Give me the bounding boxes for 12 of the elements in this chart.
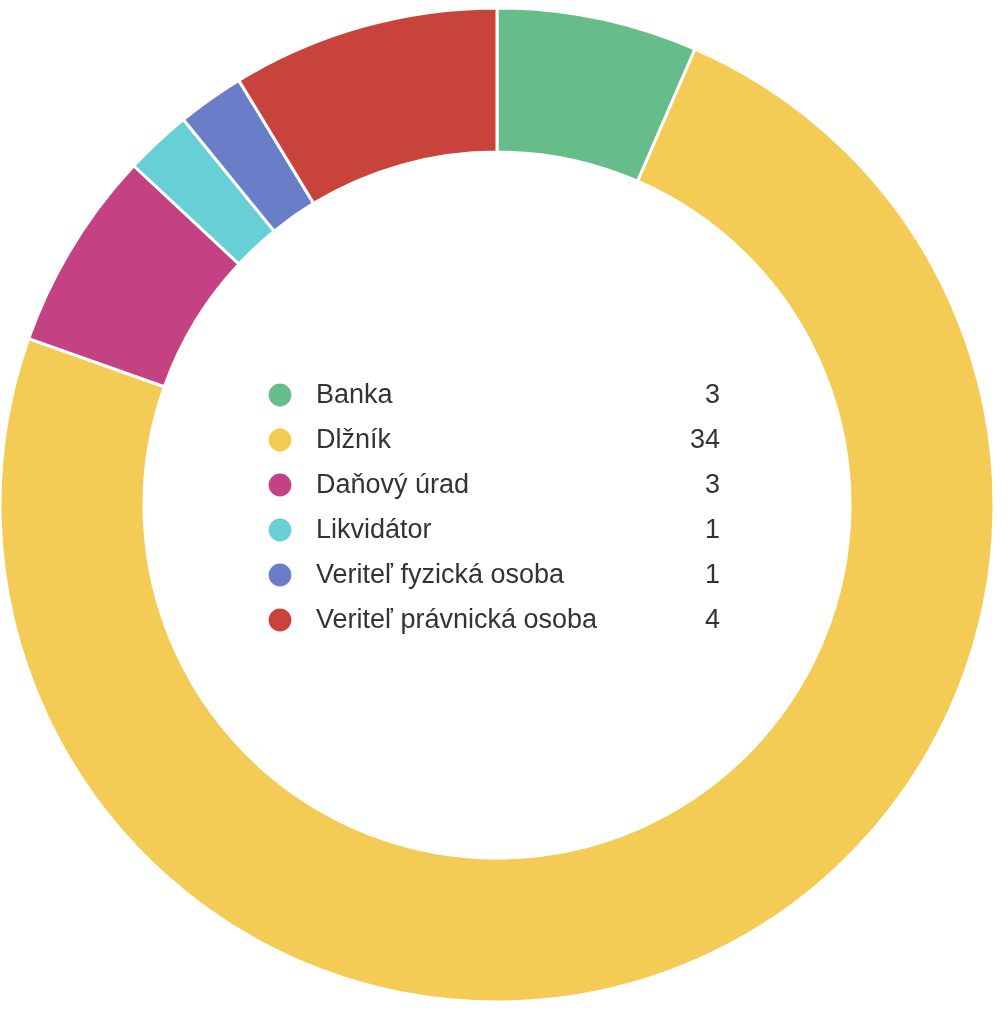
data-label: 1 — [704, 514, 720, 544]
data-label: 34 — [689, 424, 720, 454]
data-label: 3 — [704, 469, 720, 499]
legend-label: Banka — [316, 379, 394, 409]
data-label: 1 — [704, 559, 720, 589]
data-label: 4 — [704, 604, 720, 634]
legend-label: Veriteľ fyzická osoba — [316, 559, 565, 589]
legend-label: Dlžník — [316, 424, 392, 454]
data-label: 3 — [704, 379, 720, 409]
legend-label: Likvidátor — [316, 514, 432, 544]
legend-label: Veriteľ právnická osoba — [316, 604, 599, 634]
legend-label: Daňový úrad — [316, 469, 470, 499]
